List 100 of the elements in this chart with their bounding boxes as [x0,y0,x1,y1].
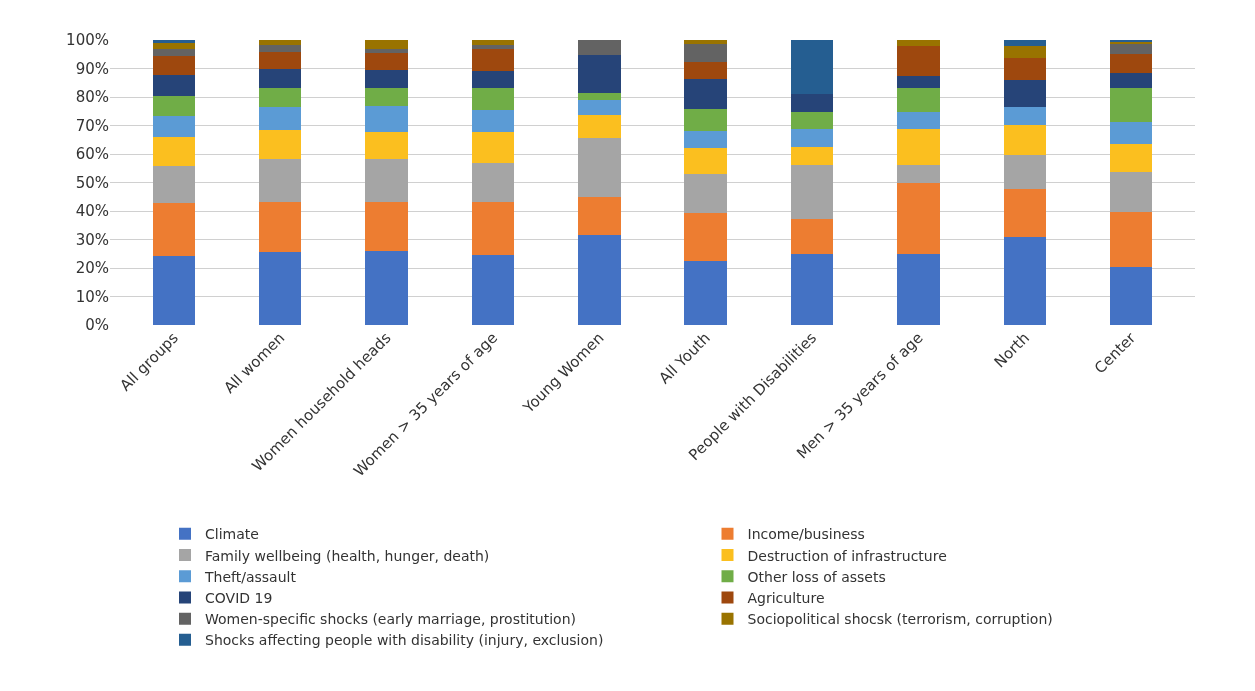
bar [897,129,940,165]
bar [684,61,727,79]
bar [152,75,196,96]
bar [897,254,940,325]
bar [152,43,196,50]
bar [258,88,302,107]
bar [1003,237,1047,325]
legend-label: Destruction of infrastructure [747,547,947,564]
bar [365,158,408,203]
bar [578,100,621,116]
bar [897,75,940,88]
y-tick-label: 10% [75,287,109,306]
y-tick-label: 0% [85,316,109,335]
bar [258,40,302,46]
bar [1109,73,1153,89]
bar [578,235,621,325]
y-tick-label: 100% [66,31,109,50]
bar [897,87,940,112]
bar [365,202,408,251]
bar [1003,106,1047,125]
bar [258,129,302,159]
bar [684,213,727,261]
bar [790,93,834,112]
bar [152,95,196,117]
bar [258,68,302,89]
bar [152,256,196,325]
bar [152,49,196,56]
bar [684,78,727,110]
bar [471,110,515,133]
bar [471,163,515,203]
bar [365,105,408,133]
bar [258,201,302,252]
bar [578,40,621,56]
bar [471,48,515,71]
bar [578,197,621,236]
y-tick-label: 90% [75,59,109,78]
bar [790,254,834,325]
bar [897,111,940,130]
legend-label: Women-specific shocks (early marriage, prostitution) [205,611,576,628]
bar [790,40,834,94]
bar [1003,46,1047,58]
bar [684,174,727,213]
bar [365,70,408,89]
bar [1003,79,1047,107]
bar [1003,124,1047,156]
legend-label: Climate [205,526,259,543]
bar [578,137,621,198]
bar [790,111,834,130]
bar [152,137,196,166]
bar [684,130,727,148]
y-tick-label: 80% [75,88,109,107]
bar [258,106,302,130]
bar [1003,40,1047,47]
bar [790,164,834,219]
bar [1003,155,1047,189]
bar [1109,121,1153,145]
y-tick-label: 30% [75,230,109,249]
bar [471,70,515,89]
legend-label: Income/business [747,526,865,543]
bar [152,203,196,257]
bar [1003,57,1047,80]
bar [684,44,727,62]
legend-label: Shocks affecting people with disability (injury, exclusion) [205,632,604,649]
bar [471,255,515,325]
bar [1109,171,1153,212]
bar [365,40,408,50]
bar [1109,88,1153,122]
legend-label: Family wellbeing (health, hunger, death) [205,547,490,564]
bar [578,92,621,101]
bar [365,49,408,54]
y-tick-label: 70% [75,116,109,135]
bar [152,55,196,76]
legend-label: Other loss of assets [747,568,886,585]
legend-label: Sociopolitical shocsk (terrorism, corruption) [747,611,1053,628]
bar [152,165,196,204]
bar [471,202,515,256]
bar [897,45,940,76]
y-tick-label: 60% [75,145,109,164]
bar [790,129,834,148]
bar [258,52,302,69]
bar [365,53,408,71]
bar [897,164,940,183]
bar [684,147,727,175]
bar [897,40,940,46]
bar [790,218,834,255]
bar [365,250,408,325]
bar [471,40,515,45]
bar [365,132,408,159]
bar [578,115,621,138]
bar [1109,43,1153,54]
y-tick-label: 50% [75,173,109,192]
bar [471,44,515,49]
bar [1109,211,1153,267]
bar [152,116,196,138]
bar [1109,53,1153,74]
legend-label: Agriculture [747,589,825,606]
bar [258,45,302,53]
bar [258,251,302,325]
bar [365,88,408,106]
bar [897,182,940,255]
